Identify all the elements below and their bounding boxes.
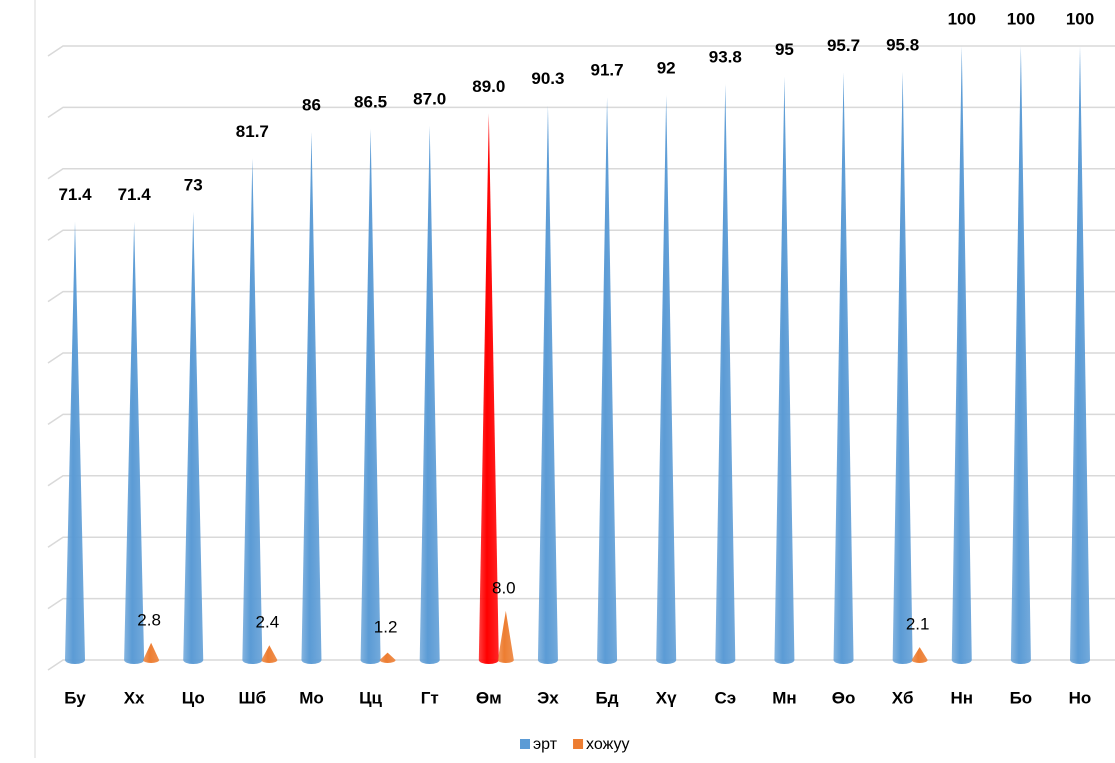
data-label: 1.2 [374, 617, 398, 636]
cone [911, 647, 928, 663]
data-label: 92 [657, 59, 676, 78]
x-tick-label: Мн [772, 688, 796, 707]
data-label: 90.3 [531, 69, 564, 88]
x-tick-label: Но [1069, 688, 1092, 707]
cone [478, 113, 499, 665]
data-label: 2.4 [256, 613, 280, 632]
cone [892, 71, 913, 664]
legend-label: хожуу [586, 736, 629, 753]
x-tick-label: Гт [421, 688, 439, 707]
data-label: 91.7 [591, 60, 624, 79]
x-tick-label: Хү [656, 688, 677, 707]
cone [715, 84, 736, 665]
data-label: 73 [184, 175, 203, 194]
cone [774, 76, 795, 664]
grid-line [47, 413, 1115, 426]
data-label: 86.5 [354, 92, 387, 111]
x-tick-label: Эх [537, 688, 559, 707]
cone [656, 95, 677, 665]
data-label: 95 [775, 40, 794, 59]
x-tick-label: Бо [1010, 688, 1033, 707]
grid-line [47, 290, 1115, 303]
cone [65, 221, 85, 664]
grid-line [47, 597, 1115, 610]
cone [242, 158, 263, 664]
cone [1010, 46, 1031, 664]
x-tick-label: Цц [359, 688, 382, 707]
x-tick-label: Хх [124, 688, 145, 707]
x-tick-label: Сэ [714, 688, 736, 707]
cone [951, 46, 972, 664]
data-label: 100 [1066, 9, 1094, 28]
cone [183, 211, 204, 664]
x-tick-label: Бу [64, 688, 86, 707]
grid-line [47, 106, 1115, 119]
data-label: 95.8 [886, 35, 919, 54]
cone [379, 652, 396, 663]
x-tick-label: Мо [299, 688, 324, 707]
data-label: 2.1 [906, 615, 930, 634]
legend-label: эрт [533, 736, 558, 753]
cone [537, 105, 558, 665]
grid-line [47, 475, 1115, 487]
data-label: 8.0 [492, 578, 516, 597]
grid-line [47, 659, 1115, 671]
x-tick-label: Өо [832, 688, 856, 707]
x-tick-label: Цо [182, 688, 205, 707]
x-tick-label: Нн [950, 688, 973, 707]
cone [597, 96, 618, 665]
grid-line [47, 168, 1115, 180]
grid-line [47, 45, 1115, 57]
data-label: 87.0 [413, 89, 446, 108]
x-tick-label: Бд [596, 688, 619, 707]
cone [497, 610, 514, 663]
legend-swatch [520, 739, 530, 749]
cone [419, 125, 440, 664]
grid-line [47, 536, 1115, 548]
x-tick-label: Өм [476, 688, 502, 707]
x-tick-label: Шб [239, 688, 267, 707]
cone [261, 645, 278, 663]
grid-line [47, 352, 1115, 364]
data-label: 100 [948, 9, 976, 28]
data-label: 71.4 [58, 185, 92, 204]
cone [301, 131, 322, 664]
data-label: 93.8 [709, 48, 742, 67]
legend-swatch [573, 739, 584, 749]
data-label: 81.7 [236, 122, 269, 141]
cone [1070, 46, 1090, 664]
x-tick-label: Хб [892, 688, 914, 707]
data-label: 71.4 [118, 185, 152, 204]
data-label: 95.7 [827, 36, 860, 55]
cone [360, 128, 381, 664]
cone [143, 642, 160, 663]
cone [833, 72, 854, 665]
data-label: 86 [302, 95, 321, 114]
data-label: 2.8 [137, 610, 161, 629]
cone [124, 221, 145, 664]
data-label: 100 [1007, 9, 1035, 28]
data-label: 89.0 [472, 77, 505, 96]
grid-line [47, 229, 1115, 241]
